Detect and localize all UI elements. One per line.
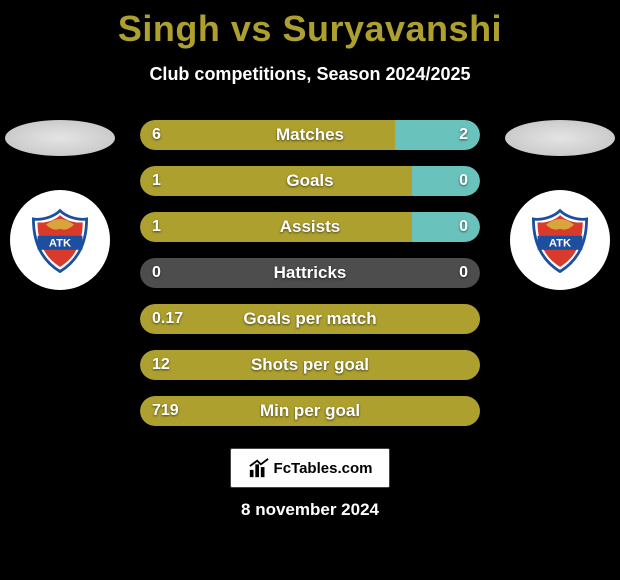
stat-bar-left xyxy=(140,166,412,196)
brand-badge: FcTables.com xyxy=(230,448,390,488)
stat-row: Min per goal719 xyxy=(140,396,480,426)
player-left-headshot-placeholder xyxy=(5,120,115,156)
stat-bar-right xyxy=(412,166,480,196)
stat-row: Assists10 xyxy=(140,212,480,242)
stat-bar-right xyxy=(310,258,480,288)
stat-row: Goals per match0.17 xyxy=(140,304,480,334)
stat-row: Goals10 xyxy=(140,166,480,196)
atk-logo-icon: ATK xyxy=(25,205,95,275)
page-title: Singh vs Suryavanshi xyxy=(0,0,620,50)
stat-bar-right xyxy=(412,212,480,242)
comparison-bars: Matches62 Goals10 Assists10 Hattricks00 Goal… xyxy=(140,120,480,426)
bar-chart-icon xyxy=(248,457,270,479)
stat-row: Shots per goal12 xyxy=(140,350,480,380)
stat-bar-right xyxy=(395,120,480,150)
subtitle: Club competitions, Season 2024/2025 xyxy=(0,64,620,85)
atk-logo-icon: ATK xyxy=(525,205,595,275)
player-right-headshot-placeholder xyxy=(505,120,615,156)
stat-row: Hattricks00 xyxy=(140,258,480,288)
brand-text: FcTables.com xyxy=(274,460,373,477)
stat-bar-left xyxy=(140,212,412,242)
svg-text:ATK: ATK xyxy=(549,237,571,249)
date-text: 8 november 2024 xyxy=(0,500,620,520)
player-right-panel: ATK xyxy=(500,120,620,290)
stat-bar-left xyxy=(140,120,395,150)
stat-bar-left xyxy=(140,258,310,288)
player-left-panel: ATK xyxy=(0,120,120,290)
stat-bar-left xyxy=(140,396,480,426)
stat-row: Matches62 xyxy=(140,120,480,150)
player-left-club-badge: ATK xyxy=(10,190,110,290)
svg-text:ATK: ATK xyxy=(49,237,71,249)
stat-bar-left xyxy=(140,304,480,334)
player-right-club-badge: ATK xyxy=(510,190,610,290)
stat-bar-left xyxy=(140,350,480,380)
